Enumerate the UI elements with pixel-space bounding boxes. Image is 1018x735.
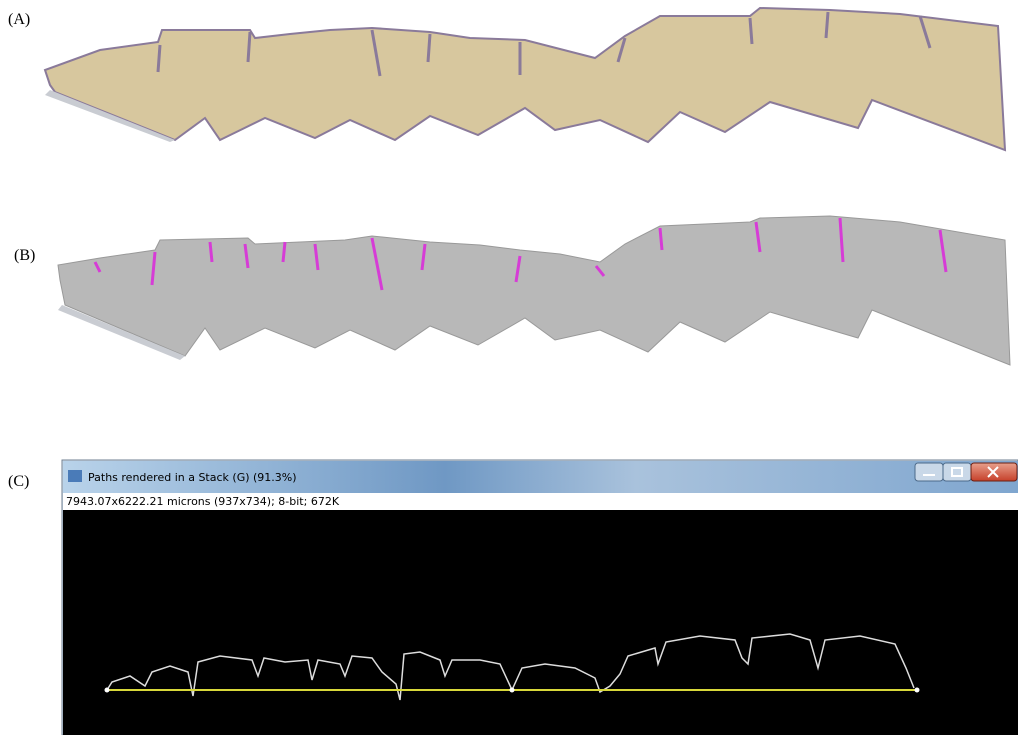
window-title: Paths rendered in a Stack (G) (91.3%): [88, 471, 297, 484]
baseline-point: [105, 688, 110, 693]
tissue-strip-a: [45, 8, 1005, 150]
figure-canvas: (A) (B) (C) Paths rendered in a Stack (G…: [0, 0, 1018, 735]
baseline-point: [510, 688, 515, 693]
image-info: 7943.07x6222.21 microns (937x734); 8-bit…: [66, 495, 340, 508]
image-canvas: [63, 510, 1018, 735]
figure: (A) (B) (C) Paths rendered in a Stack (G…: [0, 0, 1018, 735]
maximize-button[interactable]: [943, 463, 971, 481]
tissue-strip-b: [58, 216, 1010, 365]
panel-label: (C): [8, 473, 29, 490]
image-window: Paths rendered in a Stack (G) (91.3%) 79…: [62, 460, 1018, 735]
baseline-point: [915, 688, 920, 693]
panel-label: (B): [14, 247, 35, 264]
panel-label: (A): [8, 11, 30, 28]
window-icon: [68, 470, 82, 482]
minimize-button[interactable]: [915, 463, 943, 481]
